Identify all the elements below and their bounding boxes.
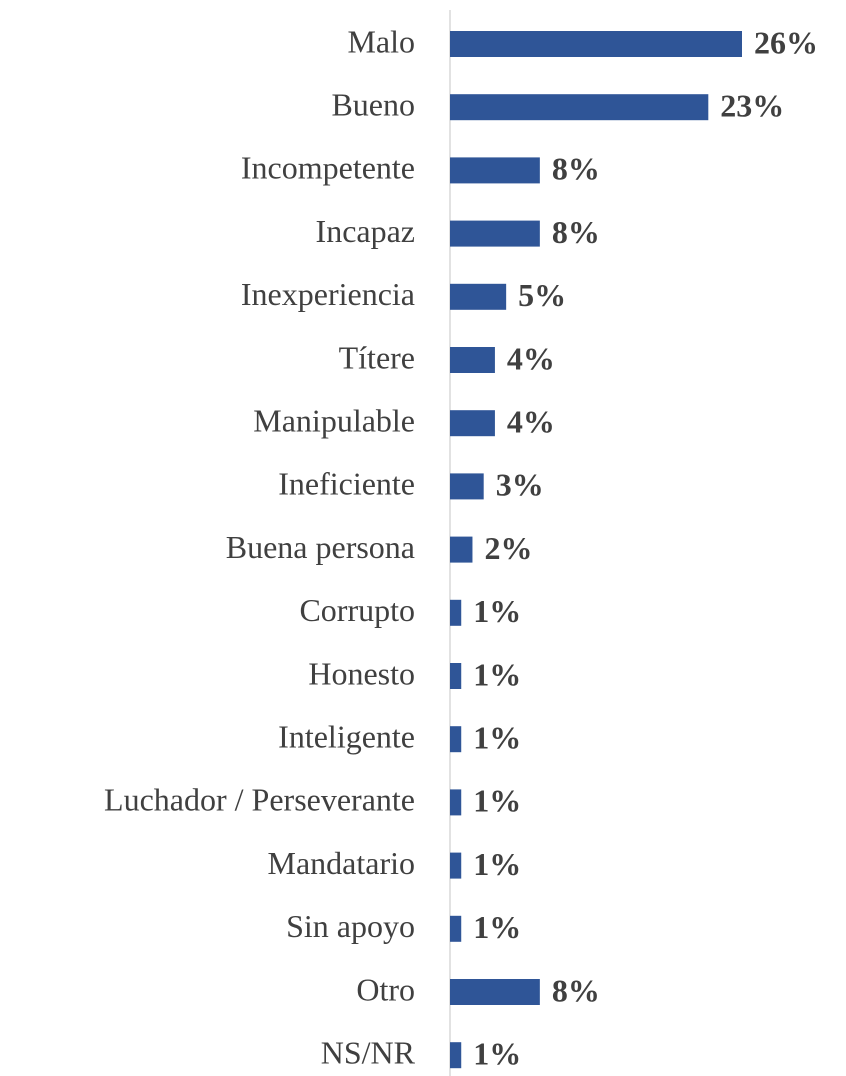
category-label: Sin apoyo — [286, 908, 415, 944]
value-label: 1% — [473, 720, 521, 756]
category-label: Incompetente — [241, 150, 415, 186]
value-label: 1% — [473, 909, 521, 945]
category-label: Malo — [347, 23, 415, 59]
category-label: Luchador / Perseverante — [104, 782, 415, 818]
bar — [450, 220, 540, 247]
bar — [450, 283, 507, 310]
category-label: Bueno — [331, 87, 415, 123]
value-label: 4% — [507, 404, 555, 440]
value-label: 1% — [473, 783, 521, 819]
value-label: 1% — [473, 593, 521, 629]
bar — [450, 31, 742, 57]
bar — [450, 410, 495, 437]
bar — [450, 473, 484, 500]
bar — [450, 979, 540, 1005]
value-label: 4% — [507, 340, 555, 376]
value-label: 2% — [484, 530, 532, 566]
value-label: 1% — [473, 1036, 521, 1072]
value-label: 26% — [754, 24, 818, 60]
category-label: Manipulable — [253, 403, 415, 439]
category-label: Buena persona — [226, 529, 415, 565]
value-label: 1% — [473, 846, 521, 882]
bar — [450, 599, 462, 626]
category-label: Inexperiencia — [241, 276, 415, 312]
value-label: 8% — [552, 214, 600, 250]
bar — [450, 726, 462, 753]
bar — [450, 789, 462, 816]
bar — [450, 94, 709, 121]
category-label: Inteligente — [278, 719, 415, 755]
category-label: Honesto — [308, 655, 415, 691]
category-label: Títere — [339, 339, 415, 375]
category-label: Mandatario — [268, 845, 416, 881]
bar — [450, 347, 495, 373]
value-label: 5% — [518, 277, 566, 313]
bar — [450, 157, 540, 184]
value-label: 8% — [552, 972, 600, 1008]
bar — [450, 915, 462, 942]
value-label: 23% — [720, 88, 784, 124]
category-label: Ineficiente — [278, 466, 415, 502]
category-label: Otro — [356, 971, 415, 1007]
category-label: NS/NR — [321, 1035, 416, 1071]
bar — [450, 852, 462, 879]
category-label: Incapaz — [316, 213, 415, 249]
bar — [450, 663, 462, 689]
bar — [450, 536, 473, 563]
value-label: 8% — [552, 151, 600, 187]
bar — [450, 1042, 462, 1069]
value-label: 1% — [473, 656, 521, 692]
value-label: 3% — [496, 467, 544, 503]
category-label: Corrupto — [299, 592, 415, 628]
